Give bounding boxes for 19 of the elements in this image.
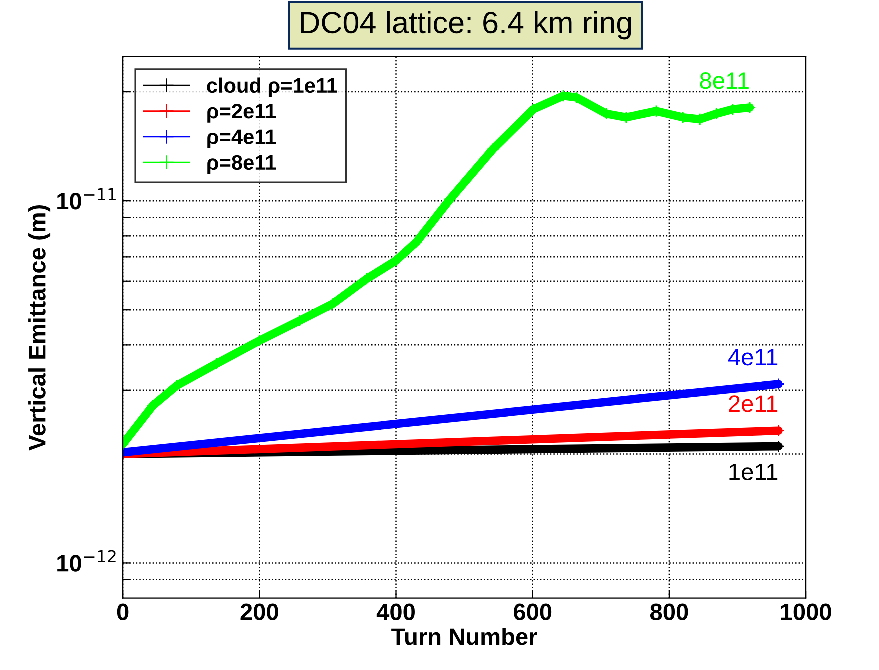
x-tick-label: 200 [240,604,278,621]
x-axis-title: Turn Number [392,628,538,646]
y-tick-label: 10$^{−12}$ [58,550,116,572]
x-tick-label: 400 [376,604,415,621]
x-tick-label: 800 [650,604,688,621]
annotation: 4e11 [728,349,778,366]
legend-label: ρ=4e11 [208,130,276,149]
chart-title: DC04 lattice: 6.4 km ring [301,11,632,40]
annotation: 1e11 [730,464,778,481]
legend-label: ρ=2e11 [208,104,276,123]
y-tick-label: 10$^{−11}$ [58,188,116,210]
x-tick-label: 1000 [781,604,832,621]
legend-label: cloud ρ=1e11 [207,78,338,98]
annotation: 2e11 [729,396,778,412]
legend-label: ρ=8e11 [208,155,276,174]
annotation: 8e11 [700,72,749,90]
x-tick-label: 600 [514,604,552,621]
x-tick-label: 0 [117,604,129,621]
y-axis-title: Vertical Emittance (m) [28,205,51,451]
